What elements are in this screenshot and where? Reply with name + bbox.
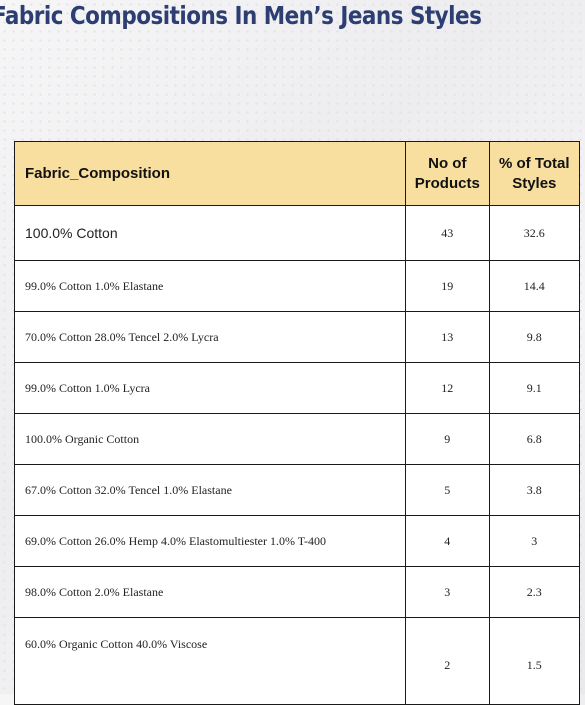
pct-of-total-cell: 9.8 <box>488 311 581 363</box>
table-header-row: Fabric_Composition No of Products % of To… <box>13 141 581 206</box>
header-fabric-composition: Fabric_Composition <box>13 141 407 206</box>
fabric-composition-cell: 69.0% Cotton 26.0% Hemp 4.0% Elastomulti… <box>13 515 407 567</box>
table-body: 100.0% Cotton 43 32.6 99.0% Cotton 1.0% Ela… <box>13 205 581 705</box>
product-count-cell: 13 <box>405 311 490 363</box>
pct-of-total-cell: 14.4 <box>488 260 581 312</box>
page-title: Fabric Compositions In Men’s Jeans Style… <box>0 1 482 30</box>
product-count-cell: 3 <box>405 566 490 618</box>
fabric-composition-cell: 100.0% Organic Cotton <box>13 413 407 465</box>
fabric-composition-cell: 99.0% Cotton 1.0% Lycra <box>13 362 407 414</box>
product-count-cell: 43 <box>405 205 490 261</box>
pct-of-total-cell: 3.8 <box>488 464 581 516</box>
fabric-composition-cell: 67.0% Cotton 32.0% Tencel 1.0% Elastane <box>13 464 407 516</box>
table-row: 98.0% Cotton 2.0% Elastane 3 2.3 <box>13 566 581 618</box>
product-count-cell: 5 <box>405 464 490 516</box>
table-row: 99.0% Cotton 1.0% Elastane 19 14.4 <box>13 260 581 312</box>
header-pct-of-total-styles: % of Total Styles <box>488 141 581 206</box>
product-count-cell: 12 <box>405 362 490 414</box>
pct-of-total-cell: 3 <box>488 515 581 567</box>
table-row: 70.0% Cotton 28.0% Tencel 2.0% Lycra 13 9.… <box>13 311 581 363</box>
pct-of-total-cell: 9.1 <box>488 362 581 414</box>
fabric-composition-cell: 70.0% Cotton 28.0% Tencel 2.0% Lycra <box>13 311 407 363</box>
fabric-composition-cell: 60.0% Organic Cotton 40.0% Viscose <box>13 617 407 705</box>
pct-of-total-cell: 1.5 <box>488 617 581 705</box>
pct-of-total-cell: 32.6 <box>488 205 581 261</box>
product-count-cell: 19 <box>405 260 490 312</box>
fabric-composition-table: Fabric_Composition No of Products % of To… <box>13 141 581 705</box>
product-count-cell: 9 <box>405 413 490 465</box>
header-no-of-products: No of Products <box>405 141 490 206</box>
table-row: 60.0% Organic Cotton 40.0% Viscose 2 1.5 <box>13 617 581 705</box>
product-count-cell: 2 <box>405 617 490 705</box>
table-row: 100.0% Organic Cotton 9 6.8 <box>13 413 581 465</box>
fabric-composition-cell: 99.0% Cotton 1.0% Elastane <box>13 260 407 312</box>
table-row: 100.0% Cotton 43 32.6 <box>13 205 581 261</box>
table-row: 99.0% Cotton 1.0% Lycra 12 9.1 <box>13 362 581 414</box>
pct-of-total-cell: 6.8 <box>488 413 581 465</box>
product-count-cell: 4 <box>405 515 490 567</box>
table-row: 67.0% Cotton 32.0% Tencel 1.0% Elastane 5… <box>13 464 581 516</box>
table-row: 69.0% Cotton 26.0% Hemp 4.0% Elastomulti… <box>13 515 581 567</box>
fabric-composition-cell: 98.0% Cotton 2.0% Elastane <box>13 566 407 618</box>
pct-of-total-cell: 2.3 <box>488 566 581 618</box>
fabric-composition-cell: 100.0% Cotton <box>13 205 407 261</box>
